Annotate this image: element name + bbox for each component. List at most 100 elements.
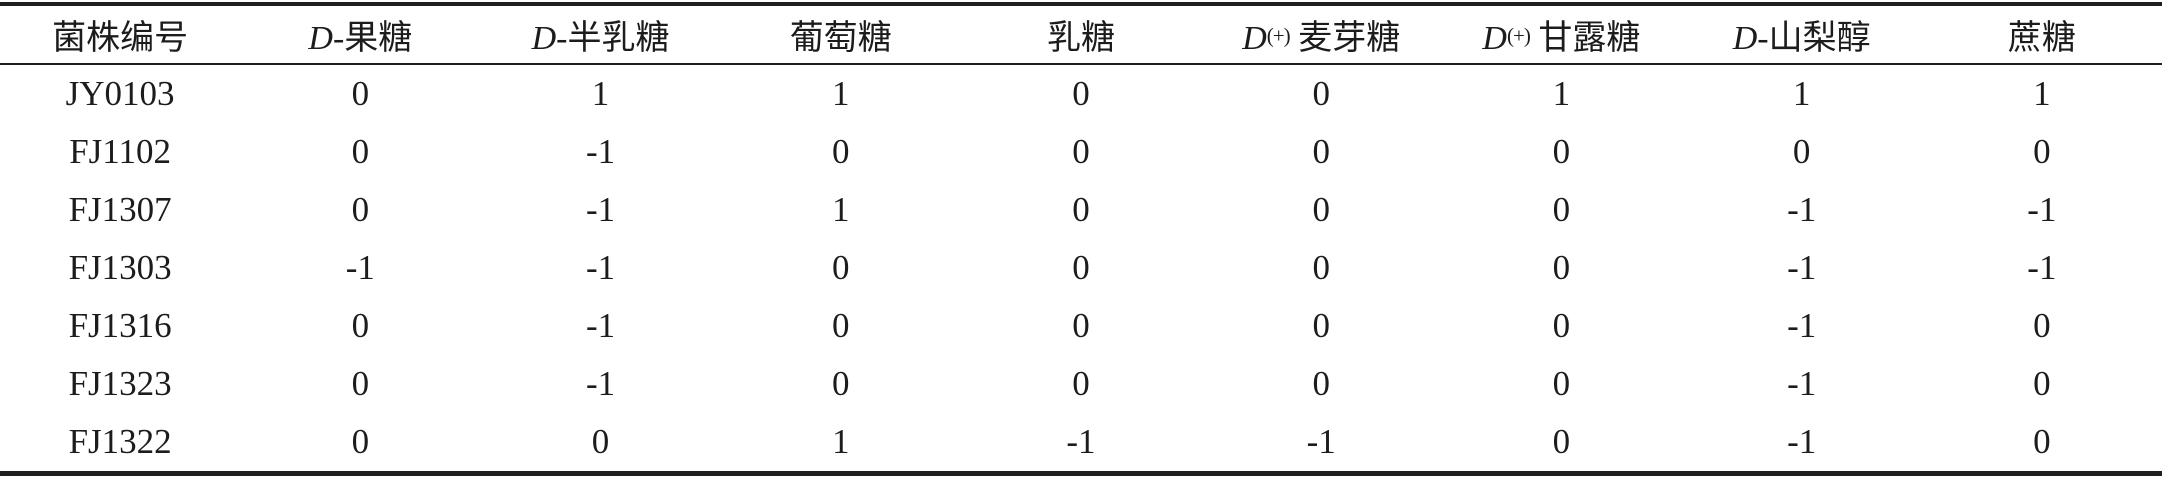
value-cell: 1 <box>1792 74 1811 113</box>
value-cell: -1 <box>585 364 616 403</box>
column-header-strain-id: 菌株编号 <box>0 4 241 65</box>
value-cell: 1 <box>832 190 850 229</box>
header-cjk-label: -果糖 <box>332 20 413 57</box>
value-cell: 0 <box>832 364 850 403</box>
value-cell: -1 <box>345 248 375 287</box>
table-row: FJ1323 0 -1 0 0 0 0 -1 0 <box>0 355 2162 413</box>
strain-id-cell: FJ1102 <box>69 132 171 171</box>
value-cell: 0 <box>591 422 610 461</box>
column-header-sucrose: 蔗糖 <box>1921 4 2162 65</box>
column-header-d-galactose: D-半乳糖 <box>480 4 721 65</box>
header-cjk-label: 葡萄糖 <box>789 20 892 57</box>
header-cjk-label: 菌株编号 <box>52 20 189 57</box>
strain-sugar-fermentation-table: 菌株编号 D-果糖 D-半乳糖 葡萄糖 乳糖 D(+) 麦芽糖 D(+) 甘露糖… <box>0 2 2162 476</box>
header-cjk-label: 甘露糖 <box>1529 20 1641 57</box>
value-cell: 0 <box>832 132 850 171</box>
value-cell: -1 <box>1787 248 1817 287</box>
value-cell: 0 <box>1792 132 1811 171</box>
table-header: 菌株编号 D-果糖 D-半乳糖 葡萄糖 乳糖 D(+) 麦芽糖 D(+) 甘露糖… <box>0 4 2162 65</box>
table-row: JY0103 0 1 1 0 0 1 1 1 <box>0 64 2162 123</box>
strain-id-cell: JY0103 <box>65 74 175 113</box>
header-latin: D <box>308 20 333 57</box>
value-cell: 0 <box>2033 306 2051 345</box>
value-cell: 0 <box>1552 364 1571 403</box>
header-cjk-label: 蔗糖 <box>2007 20 2076 57</box>
column-header-glucose: 葡萄糖 <box>720 4 961 65</box>
value-cell: 0 <box>1312 74 1330 113</box>
value-cell: 0 <box>2033 422 2051 461</box>
value-cell: 1 <box>832 74 850 113</box>
strain-id-cell: FJ1323 <box>68 364 172 403</box>
value-cell: 0 <box>1072 190 1090 229</box>
value-cell: 0 <box>351 422 370 461</box>
table-row: FJ1102 0 -1 0 0 0 0 0 0 <box>0 123 2162 181</box>
value-cell: 1 <box>1552 74 1571 113</box>
value-cell: 1 <box>2033 74 2051 113</box>
value-cell: 1 <box>832 422 850 461</box>
value-cell: -1 <box>2027 248 2057 287</box>
value-cell: 0 <box>1312 132 1330 171</box>
value-cell: 0 <box>1312 248 1330 287</box>
header-latin: D <box>531 20 557 57</box>
value-cell: 0 <box>351 74 370 113</box>
value-cell: -1 <box>585 132 616 171</box>
value-cell: 0 <box>1312 190 1330 229</box>
value-cell: 0 <box>351 364 370 403</box>
header-latin: D <box>1732 20 1758 57</box>
table-row: FJ1303 -1 -1 0 0 0 0 -1 -1 <box>0 239 2162 297</box>
value-cell: 0 <box>2033 364 2051 403</box>
column-header-d-sorbitol: D-山梨醇 <box>1681 4 1922 65</box>
value-cell: -1 <box>1787 190 1817 229</box>
value-cell: 0 <box>1552 132 1571 171</box>
table-body: JY0103 0 1 1 0 0 1 1 1 FJ1102 0 -1 0 0 0… <box>0 64 2162 474</box>
column-header-d-fructose: D-果糖 <box>240 4 481 65</box>
value-cell: -1 <box>1787 364 1817 403</box>
value-cell: 0 <box>351 306 370 345</box>
value-cell: 0 <box>832 248 850 287</box>
strain-id-cell: FJ1316 <box>68 306 172 345</box>
table-row: FJ1316 0 -1 0 0 0 0 -1 0 <box>0 297 2162 355</box>
value-cell: 0 <box>1552 248 1571 287</box>
table-row: FJ1322 0 0 1 -1 -1 0 -1 0 <box>0 413 2162 474</box>
value-cell: 0 <box>1552 306 1571 345</box>
value-cell: -1 <box>585 306 616 345</box>
header-latin: D <box>1242 20 1267 57</box>
strain-id-cell: FJ1322 <box>68 422 172 461</box>
value-cell: 0 <box>832 306 850 345</box>
table-row: FJ1307 0 -1 1 0 0 0 -1 -1 <box>0 181 2162 239</box>
column-header-d-maltose: D(+) 麦芽糖 <box>1201 4 1442 65</box>
value-cell: 0 <box>1552 190 1571 229</box>
header-latin: D <box>1482 20 1507 57</box>
value-cell: -1 <box>585 190 616 229</box>
value-cell: 0 <box>2033 132 2051 171</box>
header-cjk-label: 乳糖 <box>1046 20 1115 57</box>
value-cell: 1 <box>591 74 610 113</box>
value-cell: 0 <box>351 132 370 171</box>
value-cell: 0 <box>1552 422 1571 461</box>
value-cell: -1 <box>1787 306 1817 345</box>
value-cell: 0 <box>1072 132 1090 171</box>
value-cell: 0 <box>1072 248 1090 287</box>
value-cell: -1 <box>2027 190 2057 229</box>
header-plus-notation: (+) <box>1506 23 1531 48</box>
value-cell: -1 <box>585 248 616 287</box>
value-cell: 0 <box>351 190 370 229</box>
header-cjk-label: 麦芽糖 <box>1289 20 1401 57</box>
header-plus-notation: (+) <box>1266 23 1291 48</box>
value-cell: -1 <box>1787 422 1817 461</box>
strain-id-cell: FJ1307 <box>68 190 172 229</box>
header-cjk-label: -山梨醇 <box>1757 20 1871 57</box>
value-cell: 0 <box>1072 364 1090 403</box>
value-cell: 0 <box>1072 306 1090 345</box>
value-cell: 0 <box>1312 364 1330 403</box>
value-cell: 0 <box>1072 74 1090 113</box>
column-header-lactose: 乳糖 <box>960 4 1202 65</box>
value-cell: 0 <box>1312 306 1330 345</box>
header-row: 菌株编号 D-果糖 D-半乳糖 葡萄糖 乳糖 D(+) 麦芽糖 D(+) 甘露糖… <box>0 4 2162 65</box>
value-cell: -1 <box>1066 422 1096 461</box>
strain-id-cell: FJ1303 <box>68 248 172 287</box>
header-cjk-label: -半乳糖 <box>556 20 670 57</box>
column-header-d-mannose: D(+) 甘露糖 <box>1441 4 1682 65</box>
value-cell: -1 <box>1306 422 1336 461</box>
